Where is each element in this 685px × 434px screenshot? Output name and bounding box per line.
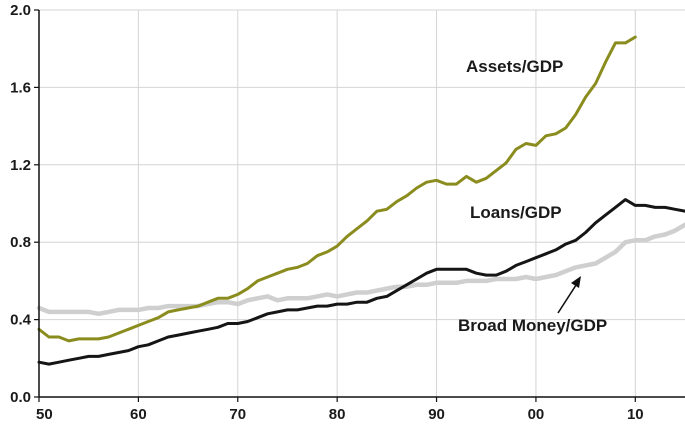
x-tick-label: 10 [627, 406, 644, 423]
x-tick-label: 80 [329, 406, 346, 423]
x-tick-label: 50 [36, 406, 53, 423]
gridlines [39, 9, 685, 397]
x-tick-label: 60 [130, 406, 147, 423]
series-lines [36, 35, 685, 366]
x-tick-label: 90 [428, 406, 445, 423]
x-axis-ticks: 50 60 70 80 90 00 10 [36, 397, 644, 423]
y-tick-label: 0.8 [10, 234, 31, 251]
broad-money-annotation-arrow [557, 276, 581, 314]
y-axis-ticks: 0.0 0.4 0.8 1.2 1.6 2.0 [10, 2, 39, 406]
loans-series-label: Loans/GDP [470, 203, 562, 222]
y-tick-label: 0.4 [10, 312, 32, 329]
assets-gdp-line [37, 35, 637, 343]
x-tick-label: 00 [528, 406, 545, 423]
y-tick-label: 1.2 [10, 157, 31, 174]
y-tick-label: 0.0 [10, 389, 31, 406]
broad-money-gdp-line [36, 222, 685, 317]
y-tick-label: 1.6 [10, 79, 31, 96]
loans-gdp-line [37, 198, 685, 366]
y-tick-label: 2.0 [10, 2, 31, 19]
x-tick-label: 70 [229, 406, 246, 423]
assets-series-label: Assets/GDP [466, 57, 563, 76]
broad-money-series-label: Broad Money/GDP [458, 316, 607, 335]
